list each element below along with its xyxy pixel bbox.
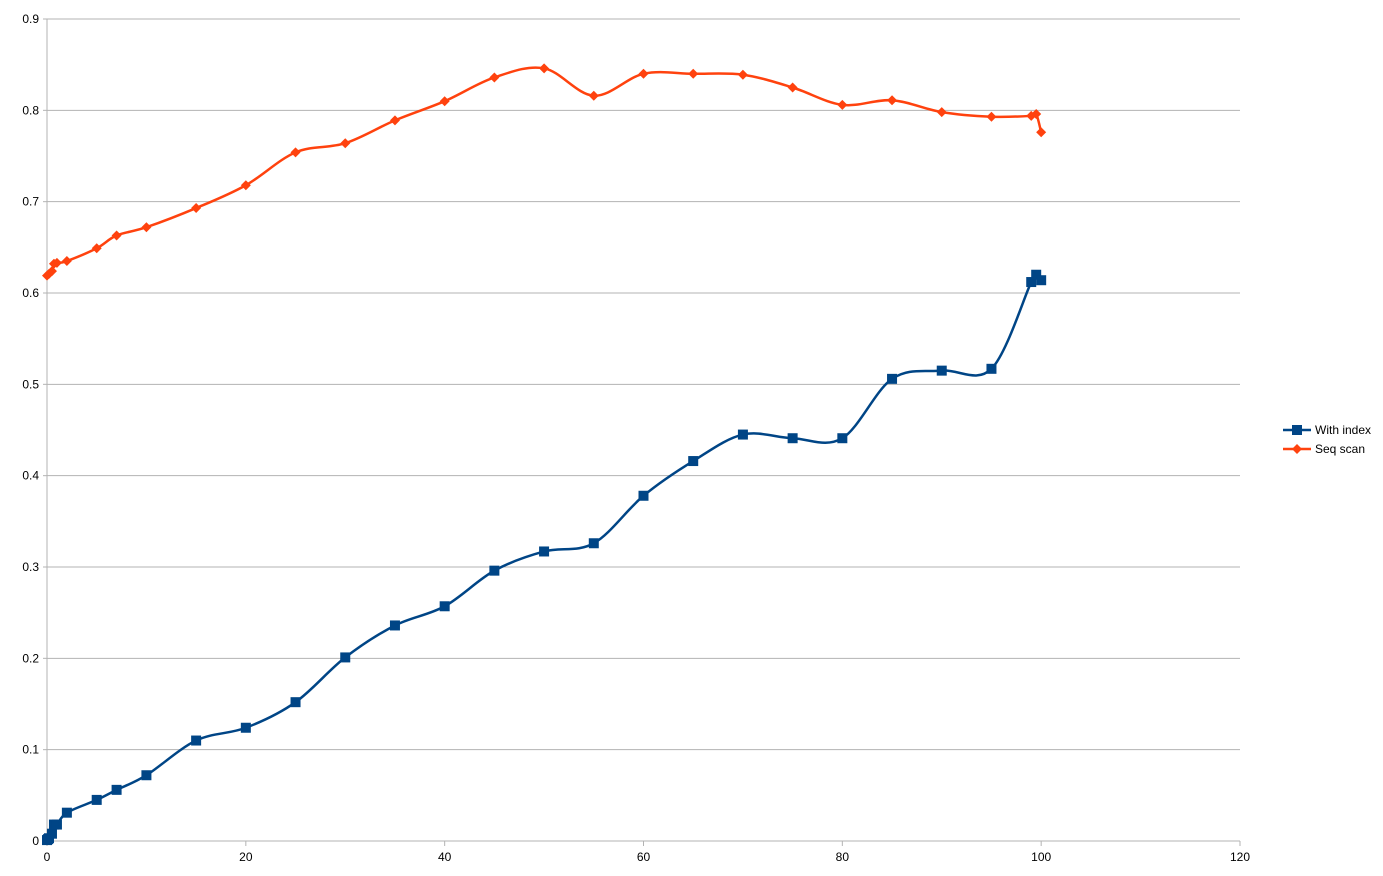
legend-item-seq-scan: Seq scan — [1283, 442, 1365, 456]
data-point-seq-scan — [191, 203, 202, 214]
legend-marker-with-index — [1292, 425, 1302, 435]
data-point-with-index — [91, 794, 102, 805]
y-axis-ticks: 0 0.1 0.2 0.3 0.4 0.5 0.6 0.7 0.8 0.9 — [22, 12, 47, 848]
x-tick-label: 20 — [239, 850, 253, 864]
y-tick-label: 0.2 — [22, 651, 39, 665]
x-tick-label: 100 — [1031, 850, 1051, 864]
data-point-with-index — [539, 546, 550, 557]
x-tick-label: 40 — [438, 850, 452, 864]
legend-label-with-index: With index — [1315, 423, 1371, 437]
data-point-with-index — [290, 697, 301, 708]
data-point-with-index — [787, 433, 798, 444]
data-point-with-index — [61, 807, 72, 818]
data-point-with-index — [638, 490, 649, 501]
gridlines — [47, 18, 1240, 751]
x-tick-label: 60 — [637, 850, 651, 864]
data-point-with-index — [936, 365, 947, 376]
data-point-seq-scan — [290, 147, 301, 158]
data-point-seq-scan — [936, 107, 947, 118]
legend: With index Seq scan — [1283, 423, 1371, 456]
data-point-with-index — [1031, 269, 1042, 280]
legend-marker-seq-scan — [1292, 444, 1302, 454]
x-axis-ticks: 0 20 40 60 80 100 120 — [44, 841, 1250, 864]
data-point-with-index — [688, 456, 699, 467]
y-tick-label: 0.3 — [22, 560, 39, 574]
data-point-with-index — [340, 652, 351, 663]
y-tick-label: 0.9 — [22, 12, 39, 26]
data-point-seq-scan — [986, 111, 997, 122]
data-point-seq-scan — [1031, 108, 1042, 119]
data-point-seq-scan — [91, 243, 102, 254]
data-point-with-index — [887, 373, 898, 384]
data-point-with-index — [837, 433, 848, 444]
data-point-with-index — [1026, 277, 1037, 288]
series-layer — [42, 63, 1047, 846]
data-point-seq-scan — [737, 69, 748, 80]
series-with-index — [42, 269, 1047, 846]
x-tick-label: 0 — [44, 850, 51, 864]
data-point-seq-scan — [240, 180, 251, 191]
data-point-seq-scan — [340, 138, 351, 149]
series-seq-scan — [42, 63, 1047, 281]
data-point-with-index — [439, 601, 450, 612]
x-tick-label: 120 — [1230, 850, 1250, 864]
data-point-with-index — [240, 722, 251, 733]
data-point-seq-scan — [111, 230, 122, 241]
data-point-with-index — [737, 429, 748, 440]
data-point-seq-scan — [837, 99, 848, 110]
data-point-seq-scan — [1036, 127, 1047, 138]
data-point-seq-scan — [638, 68, 649, 79]
y-tick-label: 0.6 — [22, 286, 39, 300]
legend-item-with-index: With index — [1283, 423, 1371, 437]
y-tick-label: 0.8 — [22, 103, 39, 117]
data-point-seq-scan — [141, 222, 152, 233]
data-point-seq-scan — [688, 68, 699, 79]
y-tick-label: 0.1 — [22, 743, 39, 757]
data-point-with-index — [111, 784, 122, 795]
data-point-seq-scan — [61, 256, 72, 267]
y-tick-label: 0.7 — [22, 195, 39, 209]
y-tick-label: 0.4 — [22, 469, 39, 483]
data-point-seq-scan — [389, 115, 400, 126]
data-point-seq-scan — [787, 82, 798, 93]
data-point-seq-scan — [46, 266, 57, 277]
data-point-seq-scan — [51, 257, 62, 268]
data-point-with-index — [389, 620, 400, 631]
data-point-with-index — [191, 735, 202, 746]
data-point-seq-scan — [439, 96, 450, 107]
data-point-with-index — [51, 819, 62, 830]
data-point-with-index — [46, 828, 57, 839]
data-point-with-index — [141, 770, 152, 781]
x-tick-label: 80 — [836, 850, 850, 864]
data-point-with-index — [986, 363, 997, 374]
data-point-with-index — [1036, 275, 1047, 286]
data-point-with-index — [489, 565, 500, 576]
data-point-with-index — [588, 538, 599, 549]
data-point-seq-scan — [489, 72, 500, 83]
data-point-seq-scan — [539, 63, 550, 74]
y-tick-label: 0 — [32, 834, 39, 848]
data-point-seq-scan — [887, 95, 898, 106]
data-point-seq-scan — [588, 90, 599, 101]
legend-label-seq-scan: Seq scan — [1315, 442, 1365, 456]
y-tick-label: 0.5 — [22, 377, 39, 391]
